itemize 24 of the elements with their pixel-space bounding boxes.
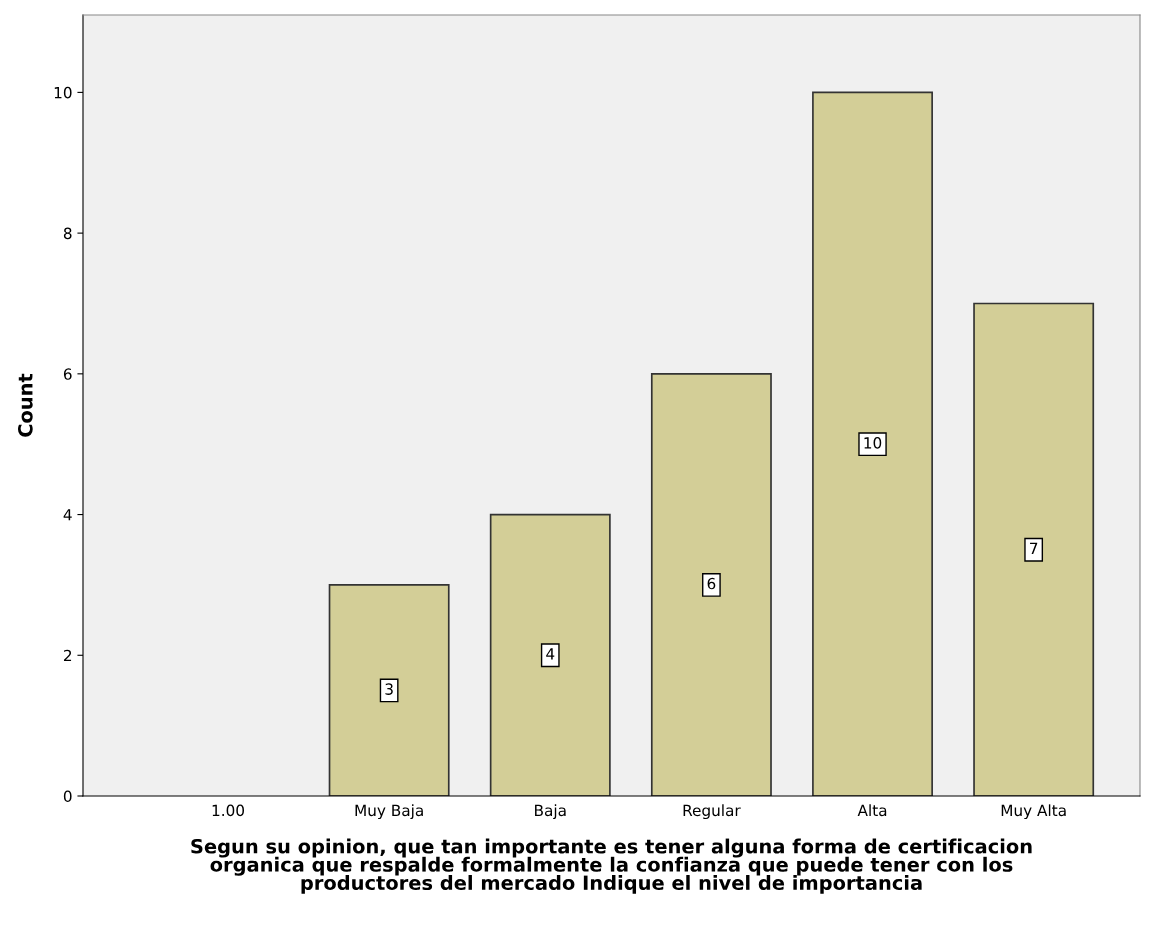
data-label: 4 [546,648,555,660]
y-tick-label: 10 [54,86,72,99]
bar [489,513,611,796]
x-tick-label: Muy Alta [1001,804,1066,820]
data-label: 3 [385,683,393,695]
data-label: 6 [707,577,716,590]
y-tick-label: 2 [63,649,72,662]
x-tick-label: Muy Baja [355,804,423,820]
x-tick-label: 1.00 [212,804,245,817]
bar [973,302,1095,796]
data-label: 10 [864,437,882,449]
bar [650,373,772,796]
y-axis-title: Count [18,373,33,437]
bar [812,91,933,796]
x-tick-label: Baja [535,804,566,820]
x-axis-title: Segun su opinion, que tan importante es tener alguna forma de certificacion organica que respalde formalmente la confianza que puede tener con los productores del mercado Indique el nivel de importancia [191,838,1032,894]
y-tick-label: 4 [63,509,72,521]
y-tick-label: 8 [63,227,72,240]
y-tick-label: 0 [63,790,72,803]
bar [328,584,450,796]
y-tick-label: 6 [63,368,72,380]
x-tick-label: Regular [683,804,741,820]
x-tick-label: Alta [857,804,887,817]
data-label: 7 [1030,542,1038,554]
